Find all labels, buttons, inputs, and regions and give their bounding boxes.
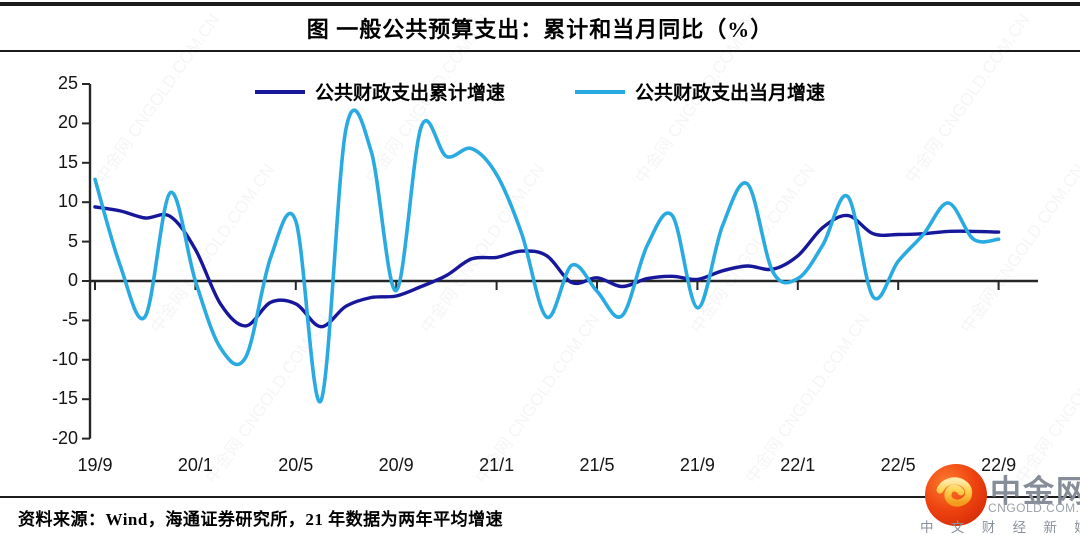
legend-line-cumulative-icon — [254, 89, 305, 94]
logo-domain: CNGOLD.COM.CN — [988, 501, 1080, 515]
chart-legend: 公共财政支出累计增速 公共财政支出当月增速 — [0, 78, 1080, 105]
legend-item-cumulative: 公共财政支出累计增速 — [254, 78, 505, 105]
y-axis-label: 15 — [57, 151, 78, 172]
series-line-monthly — [93, 108, 1001, 404]
x-axis-label: 20/5 — [278, 455, 314, 475]
x-axis-label: 22/5 — [880, 455, 916, 475]
logo-swirl — [936, 477, 973, 507]
bottom-rule — [0, 496, 1080, 498]
source-note: 资料来源：Wind，海通证券研究所，21 年数据为两年平均增速 — [18, 510, 504, 529]
legend-line-monthly-icon — [575, 89, 625, 94]
cngold-logo-icon — [925, 464, 987, 526]
legend-label-cumulative: 公共财政支出累计增速 — [314, 83, 505, 104]
x-axis-label: 22/9 — [981, 455, 1017, 475]
y-axis-label: -5 — [61, 309, 78, 330]
x-axis-label: 22/1 — [780, 455, 816, 475]
x-axis-label: 19/9 — [77, 455, 113, 475]
x-axis-label: 20/9 — [378, 455, 414, 475]
top-rule — [0, 2, 1080, 6]
y-axis-label: 0 — [67, 270, 78, 290]
legend-item-monthly: 公共财政支出当月增速 — [575, 78, 825, 105]
y-axis-label: -10 — [51, 348, 78, 369]
logo-name: 中金网 — [990, 474, 1080, 509]
y-axis-label: 25 — [57, 73, 78, 93]
chart-title: 图 一般公共预算支出：累计和当月同比（%） — [306, 17, 774, 42]
x-axis-label: 20/1 — [177, 455, 213, 475]
y-axis-label: -20 — [51, 427, 78, 448]
y-axis-label: 20 — [57, 112, 78, 133]
cngold-logo: 中金网 CNGOLD.COM.CN 中 文 财 经 新 媒 体 — [905, 455, 1080, 535]
legend-label-monthly: 公共财政支出当月增速 — [635, 83, 826, 104]
x-axis-label: 21/5 — [579, 455, 615, 475]
y-axis-label: 5 — [67, 230, 78, 251]
logo-circle — [925, 464, 987, 526]
title-divider-rule — [0, 50, 1080, 52]
series-line-cumulative — [93, 205, 1001, 329]
x-axis-label: 21/1 — [479, 455, 515, 475]
y-axis-label: 10 — [57, 191, 78, 212]
x-axis-label: 21/9 — [679, 455, 715, 475]
logo-tagline: 中 文 财 经 新 媒 体 — [920, 520, 1080, 535]
y-axis-label: -15 — [51, 388, 78, 409]
